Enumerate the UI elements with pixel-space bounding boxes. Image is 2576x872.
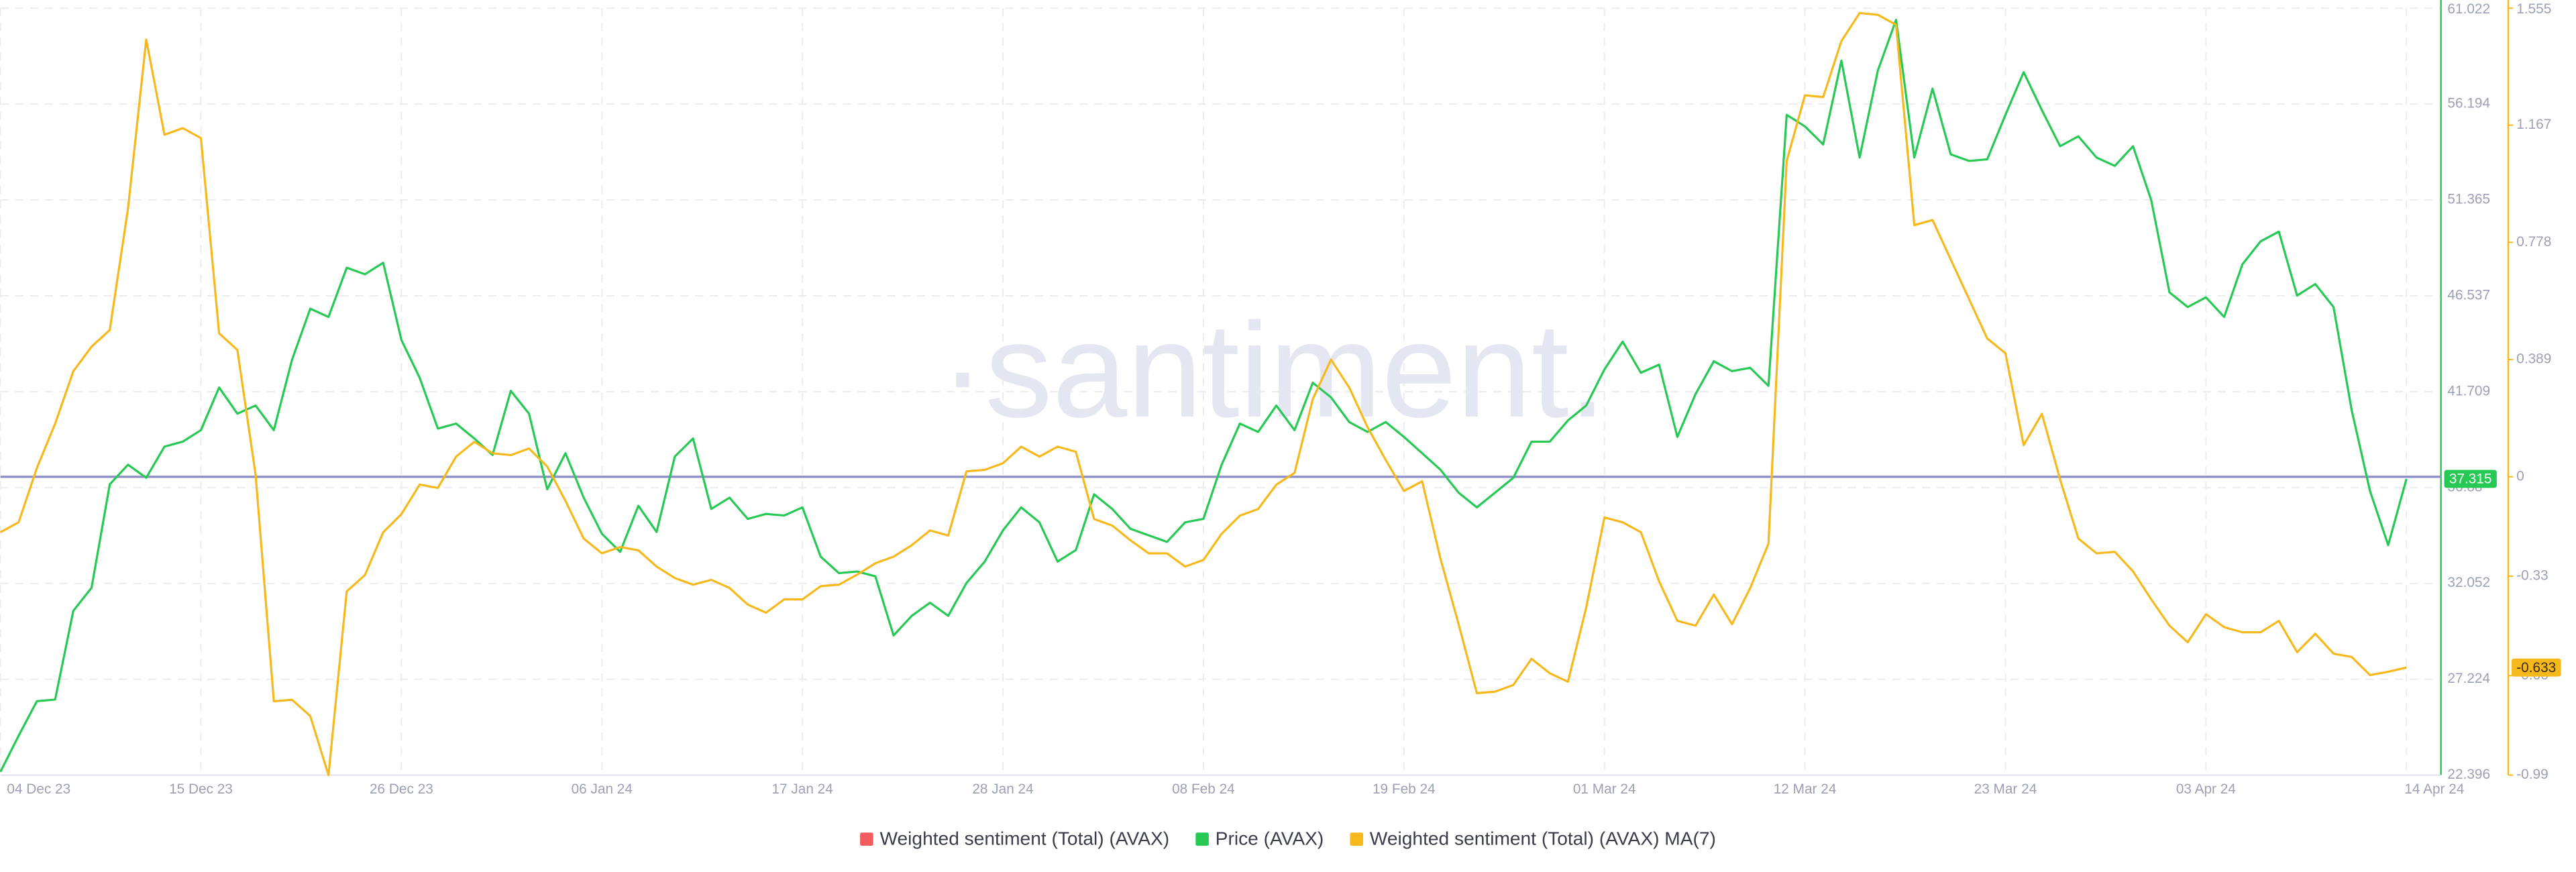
legend-item[interactable]: Weighted sentiment (Total) (AVAX) [860,828,1169,849]
grid [0,7,2441,776]
badge-bg [2444,470,2497,488]
x-tick-label: 06 Jan 24 [572,781,633,797]
x-tick-label: 17 Jan 24 [771,781,833,797]
legend-label: Price (AVAX) [1216,828,1324,849]
badge-label: 37.315 [2449,472,2492,487]
y2-tick-label: 0.389 [2516,351,2551,367]
y-tick-label: 41.709 [2447,383,2490,398]
y2-tick-label: 0 [2516,468,2524,484]
x-tick-label: 14 Apr 24 [2404,781,2464,797]
value-badge: 37.315 [2444,470,2497,488]
y2-tick-label: 0.778 [2516,234,2551,250]
line-series [0,11,2407,777]
line-series [0,18,2408,773]
y-tick-label: 61.022 [2447,1,2490,17]
legend-swatch [860,832,873,846]
legend-label: Weighted sentiment (Total) (AVAX) MA(7) [1370,828,1716,849]
y2-tick-label: 1.167 [2516,117,2551,132]
y-tick-label: 27.224 [2447,671,2490,686]
legend-swatch [1350,832,1364,846]
x-tick-label: 26 Dec 23 [370,781,433,797]
legend-item[interactable]: Price (AVAX) [1195,828,1324,849]
x-tick-label: 04 Dec 23 [7,781,70,797]
y-tick-label: 46.537 [2447,287,2490,303]
x-tick-label: 12 Mar 24 [1774,781,1837,797]
value-badge: -0.633 [2511,658,2561,677]
x-tick-label: 01 Mar 24 [1573,781,1636,797]
x-tick-label: 03 Apr 24 [2176,781,2236,797]
y-tick-label: 22.396 [2447,767,2490,782]
legend-item[interactable]: Weighted sentiment (Total) (AVAX) MA(7) [1350,828,1716,849]
x-tick-label: 23 Mar 24 [1974,781,2037,797]
legend: Weighted sentiment (Total) (AVAX) Price (… [860,828,1716,849]
y-tick-label: 51.365 [2447,192,2490,207]
x-tick-label: 28 Jan 24 [972,781,1033,797]
y-tick-label: 56.194 [2447,96,2490,111]
legend-swatch [1195,832,1209,846]
legend-label: Weighted sentiment (Total) (AVAX) [879,828,1169,849]
watermark: ·santiment. [940,294,1606,445]
y2-tick-label: -0.99 [2516,767,2548,782]
badge-label: -0.633 [2516,660,2556,675]
x-tick-label: 08 Feb 24 [1172,781,1235,797]
y2-tick-label: 1.555 [2516,1,2551,17]
x-tick-label: 15 Dec 23 [169,781,233,797]
x-tick-label: 19 Feb 24 [1373,781,1436,797]
y2-tick-label: -0.33 [2516,568,2548,584]
y-tick-label: 32.052 [2447,575,2490,590]
badge-bg [2511,658,2561,677]
